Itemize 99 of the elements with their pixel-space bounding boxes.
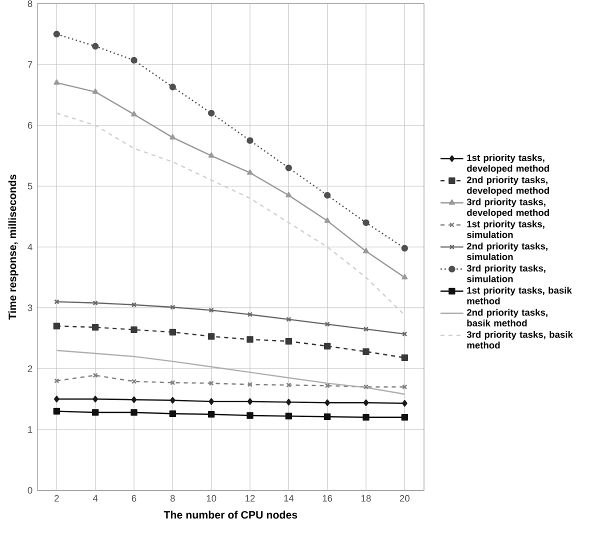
point [208,152,214,158]
legend-label: 1st priority tasks, basik method [467,286,572,304]
x-tick-label: 18 [362,495,371,502]
point [92,324,99,331]
point [54,79,60,85]
point [208,398,214,405]
point [170,134,176,140]
point [324,383,330,388]
point [170,380,176,386]
x-tick-label: 14 [284,495,294,502]
y-tick-label: 7 [28,61,32,68]
point [208,110,215,116]
legend-label: 2nd priority tasks, simulation [466,242,548,260]
point [170,396,176,404]
x-tick-label: 10 [206,495,216,502]
point [131,302,137,308]
point [92,88,98,94]
y-tick-label: 5 [28,182,32,190]
point [246,336,254,343]
legend-label: 3rd priority tasks, developed method [466,198,549,218]
legend-label: 3rd priority tasks, basik method [466,331,573,349]
point [363,399,369,406]
x-tick-label: 16 [322,495,332,502]
point [363,248,369,254]
point [169,328,176,336]
point [363,384,369,390]
legend-label: 1st priority tasks, simulation [466,220,544,238]
point [324,342,331,350]
point [247,169,253,175]
point [208,410,215,418]
point [324,399,330,406]
point [285,412,292,420]
point [286,382,292,388]
x-tick-label: 20 [400,495,410,502]
point [54,378,60,384]
point [362,348,370,355]
point [169,84,176,90]
point [401,354,408,362]
point [401,244,408,252]
point [402,400,408,407]
point [401,414,408,421]
point [247,382,253,388]
point [247,398,253,405]
point [246,412,254,419]
y-tick-label: 4 [28,244,32,250]
y-tick-label: 3 [28,304,32,312]
point [324,413,331,420]
point [169,410,176,418]
line-series [56,112,406,316]
point [402,384,408,390]
point [402,274,408,280]
point [286,316,292,322]
legend-label: 3rd priority tasks, simulation [466,264,546,282]
point [324,192,331,199]
y-tick-label: 6 [28,122,32,129]
x-tick-label: 12 [246,495,255,502]
point [286,398,292,406]
point [92,396,98,402]
point [131,396,137,404]
x-tick-label: 4 [92,495,98,502]
point [208,308,214,313]
point [170,304,176,310]
point [324,322,330,327]
point [92,409,99,416]
point [92,42,99,50]
legend-label: 2nd priority tasks, basik method [466,308,548,326]
x-tick-label: 8 [170,495,175,502]
point [208,333,215,340]
point [362,219,370,226]
point [131,111,137,116]
x-axis-title: The number of CPU nodes [164,510,298,519]
legend-label: 2nd priority tasks, developed method [466,176,549,196]
point [286,192,292,198]
y-tick-label: 2 [28,365,32,372]
point [362,414,370,421]
point [131,378,137,384]
legend-label: 1st priority tasks, developed method [467,154,549,174]
point [208,380,214,386]
point [285,164,292,172]
point [246,137,254,144]
point [285,338,292,345]
point [92,300,98,306]
point [130,326,138,334]
point [363,326,369,332]
point [53,30,60,38]
point [54,396,60,402]
point [92,372,98,378]
x-tick-label: 2 [54,495,59,502]
y-tick-label: 1 [28,426,32,433]
point [247,312,253,318]
point [324,218,330,223]
y-axis-title: Time response, milliseconds [8,174,18,320]
point [130,56,138,64]
y-tick-label: 0 [28,487,32,494]
point [130,409,138,416]
y-tick-label: 8 [28,0,32,7]
point [53,322,60,330]
x-tick-label: 6 [132,495,136,502]
point [53,408,60,415]
